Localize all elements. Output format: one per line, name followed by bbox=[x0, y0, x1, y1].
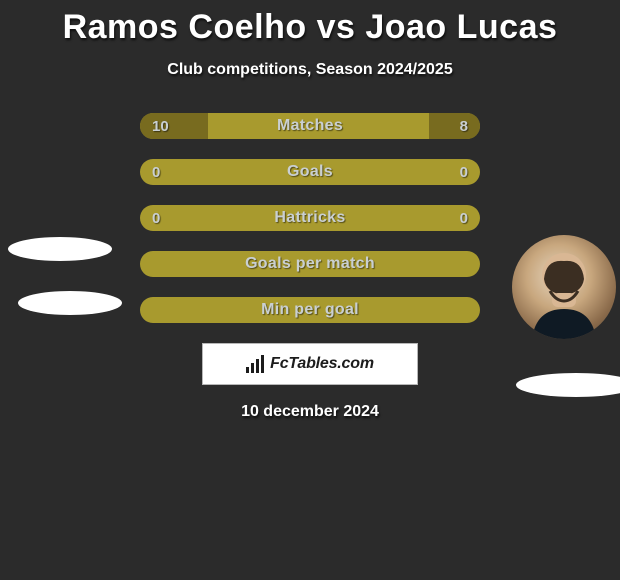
decorative-oval bbox=[516, 373, 620, 397]
page-title: Ramos Coelho vs Joao Lucas bbox=[0, 0, 620, 47]
source-badge: FcTables.com bbox=[202, 343, 418, 385]
stat-row: 00Goals bbox=[140, 159, 480, 185]
stat-row: Goals per match bbox=[140, 251, 480, 277]
bar-chart-icon bbox=[246, 355, 264, 373]
stat-label: Matches bbox=[140, 113, 480, 139]
stat-label: Hattricks bbox=[140, 205, 480, 231]
player-avatar-right bbox=[512, 235, 616, 339]
stat-label: Goals bbox=[140, 159, 480, 185]
subtitle: Club competitions, Season 2024/2025 bbox=[0, 61, 620, 79]
date-label: 10 december 2024 bbox=[0, 403, 620, 421]
decorative-oval bbox=[8, 237, 112, 261]
stat-row: Min per goal bbox=[140, 297, 480, 323]
stats-area: 108Matches 00Goals 00Hattricks Goals per ma… bbox=[0, 113, 620, 323]
stat-row: 108Matches bbox=[140, 113, 480, 139]
person-icon bbox=[512, 235, 616, 339]
source-badge-text: FcTables.com bbox=[270, 355, 374, 373]
stat-label: Goals per match bbox=[140, 251, 480, 277]
comparison-bars: 108Matches 00Goals 00Hattricks Goals per ma… bbox=[140, 113, 480, 323]
stat-label: Min per goal bbox=[140, 297, 480, 323]
stat-row: 00Hattricks bbox=[140, 205, 480, 231]
decorative-oval bbox=[18, 291, 122, 315]
